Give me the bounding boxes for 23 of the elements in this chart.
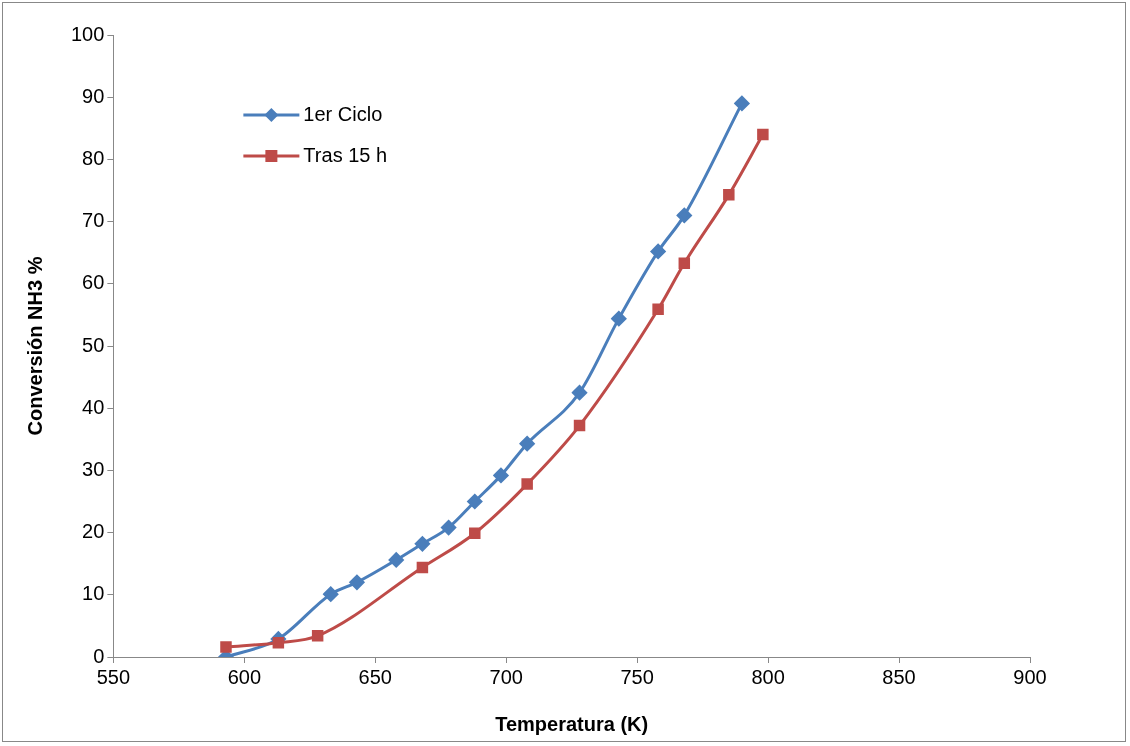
x-tick-label: 750 (620, 665, 654, 688)
y-tick-label: 40 (82, 395, 105, 418)
x-tick-label: 700 (489, 665, 523, 688)
y-tick-label: 90 (82, 84, 105, 107)
y-tick-label: 100 (70, 22, 105, 45)
x-tick-label: 650 (358, 665, 392, 688)
legend-label: 1er Ciclo (303, 102, 383, 125)
x-tick-label: 900 (1013, 665, 1047, 688)
y-tick-label: 30 (82, 457, 105, 480)
y-tick-label: 20 (82, 520, 105, 543)
y-tick-label: 70 (82, 209, 105, 232)
y-tick-label: 50 (82, 333, 105, 356)
y-tick-label: 80 (82, 146, 105, 169)
x-axis-title: Temperatura (K) (495, 712, 649, 735)
y-axis-title: Conversión NH3 % (23, 256, 46, 436)
y-tick-label: 0 (93, 644, 105, 667)
x-tick-label: 800 (751, 665, 785, 688)
y-tick-label: 10 (82, 582, 105, 605)
legend-label: Tras 15 h (303, 143, 388, 166)
x-tick-label: 600 (227, 665, 261, 688)
x-tick-label: 850 (882, 665, 916, 688)
x-tick-label: 550 (96, 665, 131, 688)
y-tick-label: 60 (82, 271, 105, 294)
